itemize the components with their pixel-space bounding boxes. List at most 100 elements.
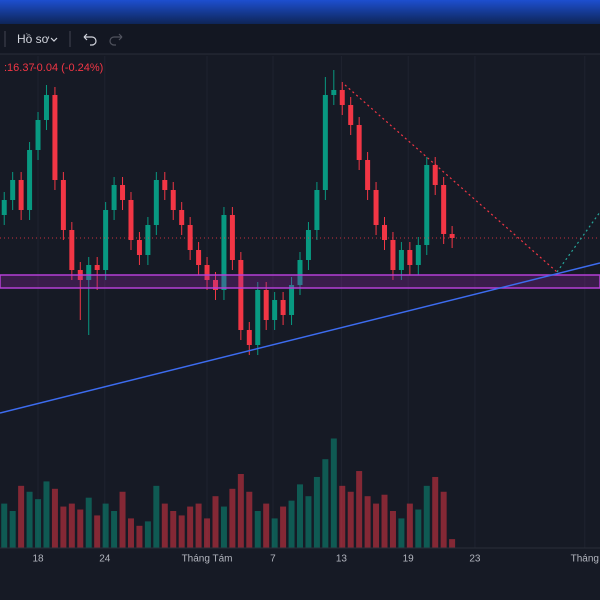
volume-bar: [423, 485, 430, 548]
volume-bar: [381, 494, 388, 548]
volume-bar: [322, 459, 329, 548]
candle-body: [136, 240, 142, 255]
candle-body: [339, 90, 345, 105]
candle-body: [145, 225, 151, 255]
legend-change: -0.04 (-0.24%): [33, 62, 103, 74]
top-strip: [0, 0, 600, 24]
volume-bar: [43, 481, 50, 548]
volume-bar: [195, 503, 202, 548]
volume-bar: [153, 485, 160, 548]
undo-button[interactable]: [83, 33, 97, 46]
candle-body: [212, 280, 218, 290]
volume-bar: [85, 497, 92, 548]
volume-bar: [364, 496, 371, 548]
volume-bar: [373, 503, 380, 548]
candle-body: [18, 180, 24, 210]
volume-bar: [406, 503, 413, 548]
candle-body: [153, 180, 159, 225]
candle-body: [424, 165, 430, 245]
profile-label[interactable]: Hồ sơ: [17, 32, 50, 46]
volume-bar: [297, 484, 303, 548]
volume-bar: [415, 509, 422, 548]
candle-body: [415, 245, 421, 265]
candle-body: [10, 180, 16, 200]
candle-body: [221, 215, 227, 290]
volume-bar: [288, 500, 295, 548]
candle-body: [43, 95, 49, 120]
volume-bar: [330, 438, 337, 548]
volume-bar: [68, 503, 75, 548]
candle-body: [432, 165, 438, 185]
profile-button[interactable]: Hồ sơ: [17, 32, 58, 46]
volume-bar: [170, 511, 177, 548]
candle-body: [187, 225, 193, 250]
volume-bar: [263, 503, 270, 548]
candle-body: [331, 90, 337, 95]
volume-bar: [254, 511, 261, 548]
candle-body: [1, 200, 7, 215]
candle-body: [449, 234, 455, 238]
plot: [0, 56, 600, 548]
candle-body: [348, 105, 354, 125]
volume-bar: [237, 474, 244, 548]
redo-button[interactable]: [109, 33, 123, 46]
candle-body: [94, 265, 100, 270]
candle-body: [103, 210, 109, 270]
volume-bar: [161, 503, 168, 548]
volume-bar: [127, 518, 134, 548]
volume-bar: [271, 518, 278, 548]
candle-body: [196, 250, 202, 265]
projection-line[interactable]: [556, 211, 600, 273]
trend-line[interactable]: [0, 262, 600, 414]
x-tick-label: 23: [469, 554, 481, 565]
volume-bar: [187, 506, 194, 548]
candle-body: [52, 95, 58, 180]
chevron[interactable]: [50, 37, 58, 42]
candle-body: [204, 265, 210, 280]
candle-body: [120, 185, 126, 200]
volume-bar: [305, 496, 312, 548]
candle-body: [322, 95, 328, 190]
candle-body: [365, 160, 371, 190]
volume-bar: [111, 511, 118, 548]
x-tick-label: 7: [270, 554, 276, 565]
toolbar: [0, 24, 600, 54]
candle-body: [162, 180, 168, 190]
volume-bar: [313, 476, 320, 548]
volume-bar: [77, 509, 84, 548]
candle-body: [398, 250, 404, 270]
volume-bar: [51, 488, 58, 548]
volume-bar: [60, 506, 67, 548]
x-tick-label: Tháng Tám: [182, 554, 233, 565]
candle-body: [86, 265, 92, 280]
zone-drawing[interactable]: [0, 274, 600, 289]
candle-body: [289, 285, 295, 315]
volume-bar: [389, 511, 396, 548]
volume-bar: [35, 499, 42, 548]
volume-bar: [347, 491, 354, 548]
candle-body: [27, 150, 33, 210]
volume-bar: [9, 511, 16, 548]
volume-bar: [440, 491, 447, 548]
candle-body: [170, 190, 176, 210]
volume-bar: [178, 515, 185, 548]
x-tick-label: 18: [32, 554, 44, 565]
candle-body: [246, 330, 252, 345]
candle-body: [356, 125, 362, 160]
candle-body: [255, 290, 261, 345]
candle-body: [314, 190, 320, 230]
candle-body: [407, 250, 413, 265]
volume-bar: [229, 488, 236, 548]
candle-body: [35, 120, 41, 150]
candle-body: [69, 230, 75, 270]
trend-line-dotted[interactable]: [344, 84, 558, 273]
volume-bar: [1, 503, 8, 548]
volume-bar: [398, 518, 405, 548]
volume-bar: [94, 515, 101, 548]
volume-bar: [356, 471, 363, 548]
volume-bar: [102, 503, 109, 548]
candle-body: [238, 260, 244, 330]
candle-body: [179, 210, 185, 225]
